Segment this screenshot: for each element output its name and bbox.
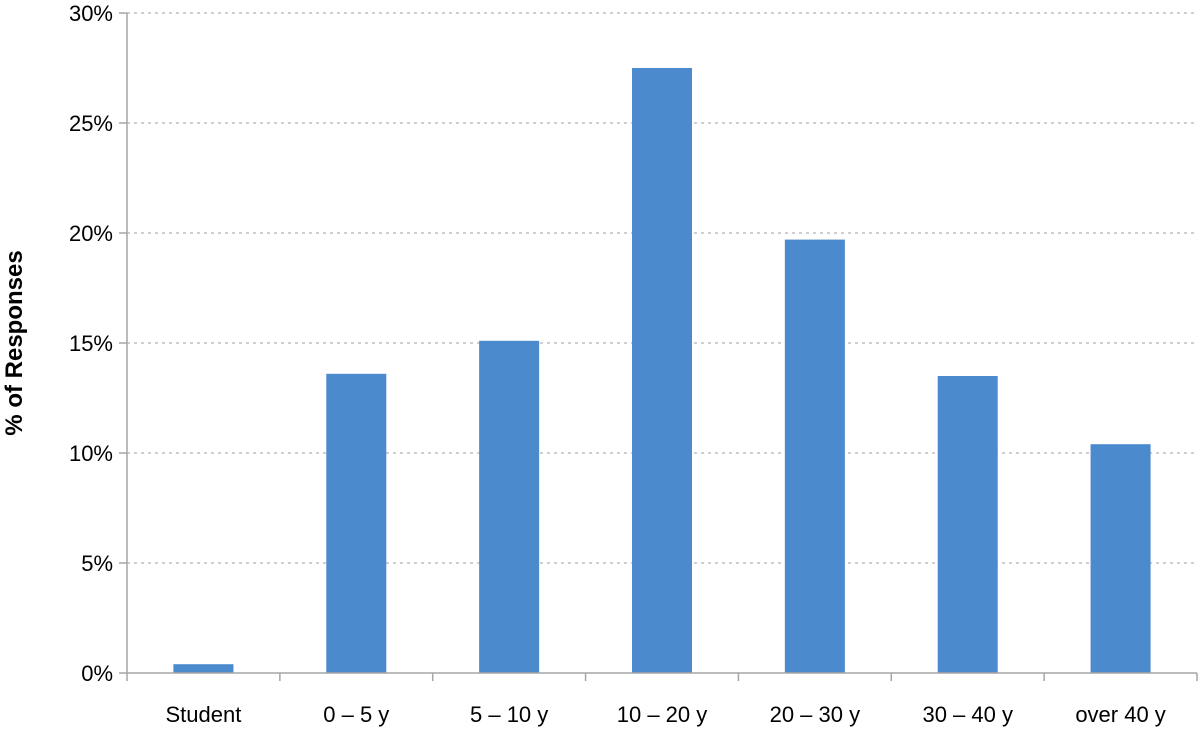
- bar-1: [326, 373, 387, 673]
- bar-0: [173, 664, 234, 673]
- x-tick-label: over 40 y: [1075, 702, 1166, 727]
- y-tick-label: 30%: [69, 1, 113, 26]
- x-tick-label: 20 – 30 y: [770, 702, 861, 727]
- bar-3: [632, 68, 692, 673]
- x-tick-label: 30 – 40 y: [922, 702, 1013, 727]
- bar-6: [1090, 444, 1151, 673]
- bar-4: [784, 239, 845, 673]
- x-tick-label: 5 – 10 y: [470, 702, 548, 727]
- bar-2: [479, 340, 540, 673]
- y-tick-label: 15%: [69, 331, 113, 356]
- x-tick-label: 10 – 20 y: [617, 702, 708, 727]
- y-tick-label: 0%: [81, 661, 113, 686]
- x-tick-labels: Student 0 – 5 y 5 – 10 y 10 – 20 y 20 – 30 y…: [166, 702, 1166, 727]
- y-tick-label: 10%: [69, 441, 113, 466]
- x-tick-label: Student: [166, 702, 242, 727]
- y-tick-labels: 0% 5% 10% 15% 20% 25% 30%: [69, 1, 113, 686]
- bar-5: [937, 376, 998, 673]
- y-tick-label: 20%: [69, 221, 113, 246]
- y-tick-label: 25%: [69, 111, 113, 136]
- x-tick-label: 0 – 5 y: [323, 702, 389, 727]
- y-tick-label: 5%: [81, 551, 113, 576]
- bars: [173, 68, 1151, 673]
- axes: [119, 12, 1198, 681]
- y-axis-title: % of Responses: [1, 250, 28, 435]
